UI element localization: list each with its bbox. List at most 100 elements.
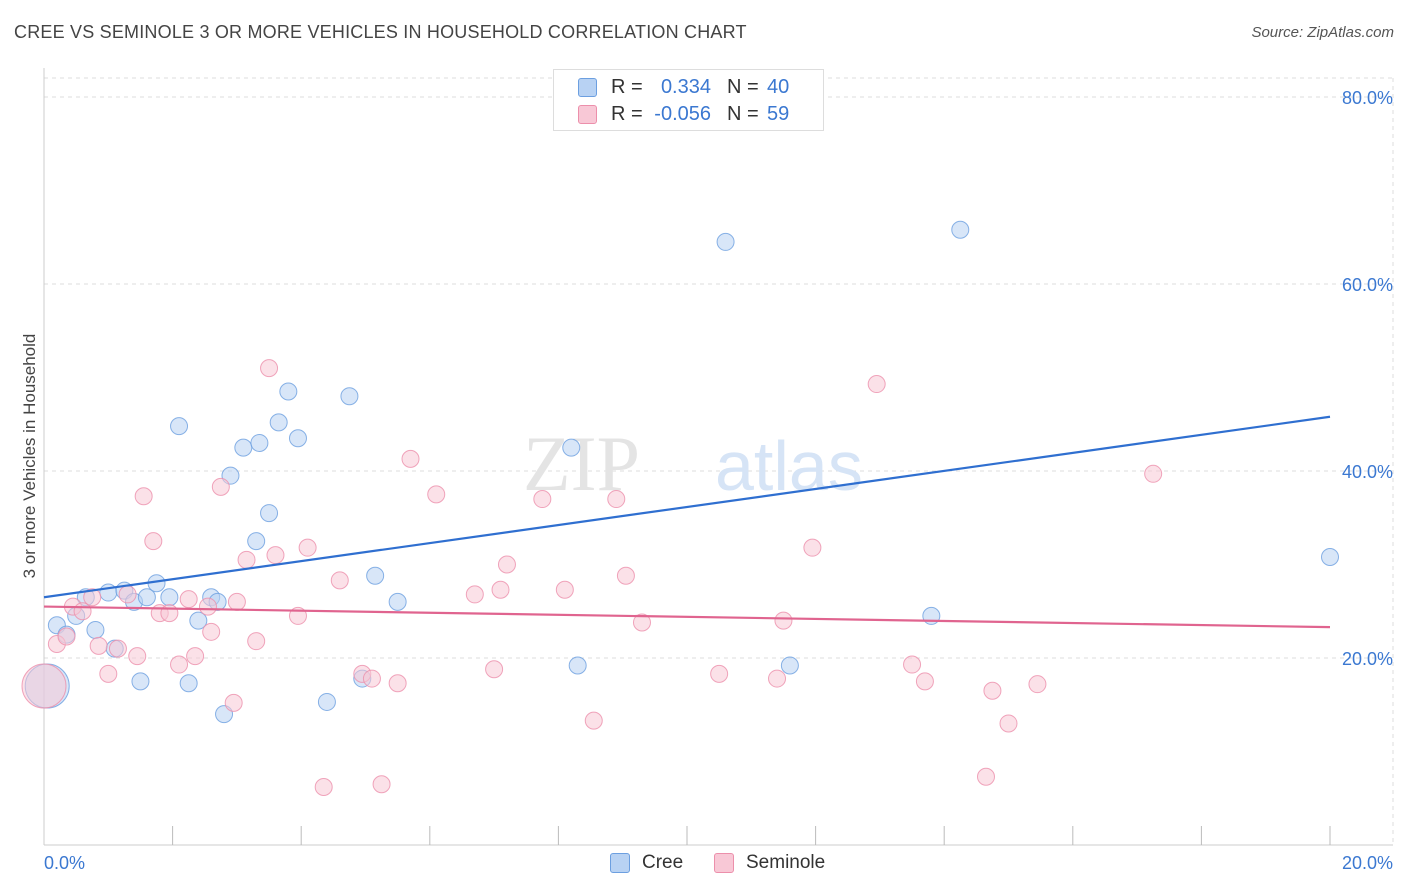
seminole-point xyxy=(710,664,729,683)
axes xyxy=(43,68,1393,846)
cree-point xyxy=(247,532,266,551)
seminole-swatch xyxy=(714,853,734,873)
seminole-point xyxy=(362,669,381,688)
seminole-point xyxy=(89,636,108,655)
seminole-point xyxy=(298,538,317,557)
seminole-point xyxy=(314,778,333,797)
seminole-point xyxy=(227,592,246,611)
r-label: R = xyxy=(611,102,643,125)
legend-item-seminole[interactable]: Seminole xyxy=(714,852,825,874)
seminole-point xyxy=(186,647,205,666)
seminole-point xyxy=(260,359,279,378)
y-axis-label: 3 or more Vehicles in Household xyxy=(20,334,39,579)
cree-point xyxy=(317,692,336,711)
legend-item-cree[interactable]: Cree xyxy=(610,852,683,874)
seminole-point xyxy=(128,647,147,666)
seminole-point xyxy=(491,580,510,599)
seminole-point xyxy=(1028,675,1047,694)
seminole-point xyxy=(867,375,886,394)
seminole-point xyxy=(607,490,626,509)
seminole-point xyxy=(21,663,67,709)
legend-label: Cree xyxy=(642,852,684,873)
n-label: N = xyxy=(727,75,759,98)
r-value: 0.334 xyxy=(660,75,711,98)
seminole-point xyxy=(237,550,256,569)
tick-labels: 20.0% 40.0% 60.0% 80.0% 0.0% 20.0% xyxy=(44,88,1393,873)
seminole-point xyxy=(632,613,651,632)
seminole-point xyxy=(803,538,822,557)
seminole-point xyxy=(211,477,230,496)
seminole-swatch xyxy=(578,104,597,124)
legend-label: Seminole xyxy=(746,852,826,873)
cree-point xyxy=(260,504,279,523)
cree-point xyxy=(170,417,189,436)
seminole-point xyxy=(83,588,102,607)
cree-point xyxy=(86,620,105,639)
seminole-point xyxy=(134,487,153,506)
cree-point xyxy=(1321,548,1339,567)
seminole-point xyxy=(485,660,504,679)
seminole-point xyxy=(774,611,793,630)
seminole-point xyxy=(915,672,934,691)
cree-point xyxy=(568,656,587,675)
chart-title: CREE VS SEMINOLE 3 OR MORE VEHICLES IN H… xyxy=(14,22,747,42)
y-tick-label: 20.0% xyxy=(1342,649,1393,669)
seminole-point xyxy=(903,655,922,674)
cree-point xyxy=(951,220,970,239)
seminole-point xyxy=(533,490,552,509)
seminole-point xyxy=(976,767,995,786)
cree-point xyxy=(131,672,150,691)
seminole-point xyxy=(427,485,446,504)
source-label: Source: ZipAtlas.com xyxy=(1251,24,1394,41)
seminole-point xyxy=(57,627,76,646)
seminole-point xyxy=(1144,464,1163,483)
n-label: N = xyxy=(727,102,759,125)
y-axis-label-wrap: 3 or more Vehicles in Household xyxy=(20,334,39,579)
seminole-point xyxy=(401,449,420,468)
n-value: 40 xyxy=(767,75,790,98)
seminole-point xyxy=(768,669,787,688)
x-tick-label: 0.0% xyxy=(44,853,85,873)
cree-point xyxy=(269,413,288,432)
cree-point xyxy=(562,438,581,457)
seminole-point xyxy=(202,622,221,641)
r-label: R = xyxy=(611,75,643,98)
seminole-point xyxy=(247,632,266,651)
stats-box: R = 0.334 N = 40 R = -0.056 N = 59 xyxy=(553,69,824,131)
seminole-point xyxy=(983,681,1002,700)
seminole-point xyxy=(616,566,635,585)
r-value: -0.056 xyxy=(654,102,711,125)
cree-swatch xyxy=(610,853,630,873)
seminole-point xyxy=(144,532,163,551)
seminole-point xyxy=(170,655,189,674)
cree-point xyxy=(137,588,156,607)
stats-row-seminole: R = -0.056 N = 59 xyxy=(578,102,789,126)
seminole-point xyxy=(118,585,137,604)
cree-swatch xyxy=(578,77,597,97)
cree-point xyxy=(189,611,208,630)
seminole-point xyxy=(99,664,118,683)
cree-point xyxy=(388,592,407,611)
x-tick-label: 20.0% xyxy=(1342,853,1393,873)
seminole-point xyxy=(160,604,179,623)
seminole-point xyxy=(555,580,574,599)
legend: Cree Seminole xyxy=(0,852,1406,878)
seminole-point xyxy=(266,546,285,565)
cree-point xyxy=(250,433,269,452)
cree-point xyxy=(780,656,799,675)
seminole-point xyxy=(198,597,217,616)
cree-trend-line xyxy=(43,415,1331,599)
y-tick-label: 40.0% xyxy=(1342,462,1393,482)
stats-row-cree: R = 0.334 N = 40 xyxy=(578,75,789,99)
seminole-point xyxy=(999,714,1018,733)
seminole-point xyxy=(584,711,603,730)
y-tick-label: 60.0% xyxy=(1342,275,1393,295)
seminole-trend-line xyxy=(43,605,1331,629)
seminole-point xyxy=(224,693,243,712)
seminole-point xyxy=(108,639,127,658)
n-value: 59 xyxy=(767,102,790,125)
cree-point xyxy=(716,232,735,251)
seminole-point xyxy=(465,585,484,604)
seminole-point xyxy=(372,775,391,794)
